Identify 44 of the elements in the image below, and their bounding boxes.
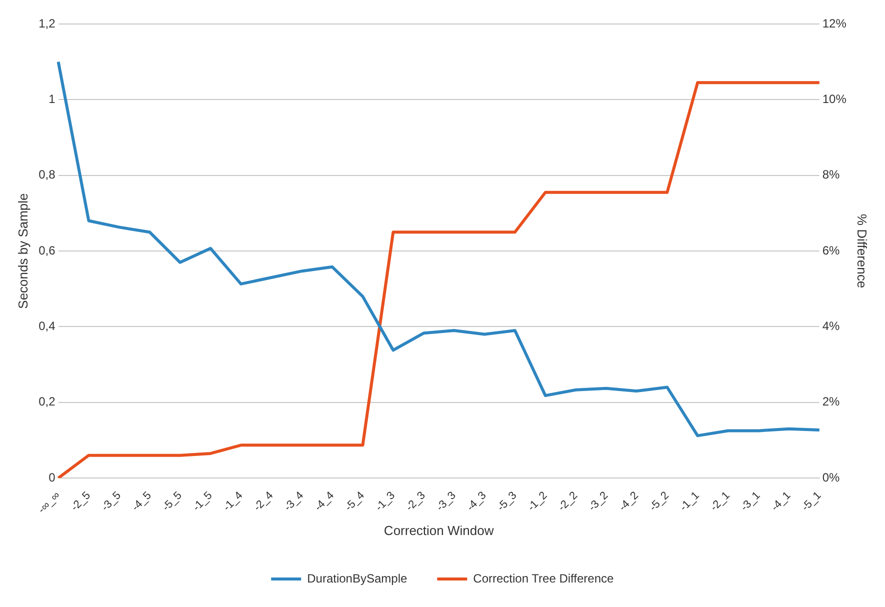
y2-axis-title: % Difference [854, 214, 870, 288]
y2-tick-label: 12% [822, 16, 847, 30]
x-tick-label: -3_5 [99, 490, 124, 514]
legend-label: Correction Tree Difference [473, 571, 614, 586]
x-tick-label: -4_2 [616, 490, 641, 514]
x-tick-label: -3_1 [738, 490, 763, 514]
y-tick-label: 1,2 [38, 16, 56, 30]
x-tick-label: -2_3 [404, 490, 428, 514]
x-tick-label: -5_5 [160, 490, 184, 514]
x-tick-label: -1_5 [190, 490, 215, 514]
x-tick-label: -1_4 [221, 490, 246, 514]
y-tick-label: 0,4 [38, 319, 56, 334]
x-axis-title: Correction Window [384, 522, 494, 538]
x-tick-label: -3_4 [282, 490, 306, 514]
x-tick-label: -4_1 [769, 490, 794, 514]
y2-tick-label: 10% [822, 92, 847, 106]
x-tick-label: -1_2 [526, 490, 550, 514]
y-tick-label: 0,2 [38, 394, 56, 409]
y2-tick-label: 8% [822, 168, 840, 182]
y-tick-label: 1 [48, 92, 56, 106]
x-tick-label: -2_5 [68, 490, 93, 514]
x-tick-label: -2_4 [252, 490, 276, 514]
x-tick-label: -3_3 [434, 490, 458, 514]
y-tick-label: 0 [48, 470, 56, 484]
x-tick-label: -5_1 [800, 490, 824, 514]
y2-tick-label: 2% [822, 394, 840, 409]
legend-label: DurationBySample [307, 571, 408, 586]
x-tick-label: -4_4 [312, 490, 337, 514]
x-tick-label: -2_1 [708, 490, 732, 514]
y-tick-label: 0,6 [38, 243, 56, 258]
x-tick-label: -4_5 [130, 490, 154, 514]
x-tick-label: -5_2 [647, 490, 672, 514]
x-tick-label: -2_2 [556, 490, 580, 514]
y2-tick-label: 0% [822, 470, 840, 484]
x-tick-label: -3_2 [586, 490, 611, 514]
y-tick-label: 0,8 [38, 168, 56, 182]
x-tick-label: -5_3 [495, 490, 520, 514]
x-tick-label: -4_3 [464, 490, 489, 514]
y2-tick-label: 4% [822, 319, 840, 334]
x-tick-label: -1_3 [373, 490, 398, 514]
x-tick-label: -5_4 [342, 490, 367, 514]
y2-tick-label: 6% [822, 243, 840, 258]
x-tick-label: -1_1 [678, 490, 702, 514]
y-axis-title: Seconds by Sample [15, 193, 30, 309]
